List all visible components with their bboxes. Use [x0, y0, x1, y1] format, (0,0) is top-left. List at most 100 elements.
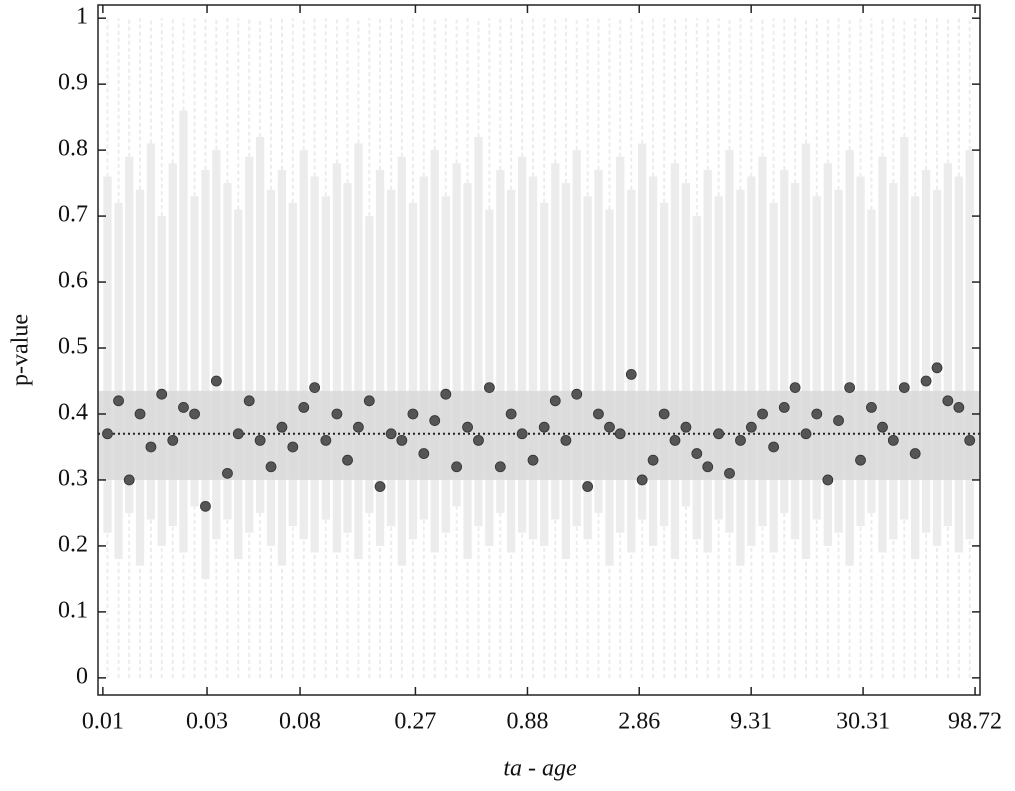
point [440, 388, 452, 400]
point [516, 428, 528, 440]
y-tick-label: 1 [76, 4, 88, 30]
x-tick-label: 9.31 [730, 709, 772, 735]
error-bar [517, 156, 527, 533]
error-bar [790, 183, 800, 540]
point [647, 454, 659, 466]
error-bar [168, 163, 177, 527]
point [538, 421, 550, 433]
error-bar [234, 209, 243, 560]
error-bar [114, 202, 123, 560]
y-tick-label: 0.6 [58, 268, 88, 294]
error-bar [714, 196, 723, 520]
point [418, 448, 430, 459]
y-tick-label: 0.9 [58, 70, 88, 96]
point [866, 401, 877, 413]
error-bar [572, 150, 581, 527]
point [156, 388, 168, 400]
error-bar [965, 150, 974, 540]
point [527, 454, 539, 466]
error-bar [638, 143, 647, 520]
point [658, 408, 670, 420]
error-bar [125, 156, 134, 513]
y-tick-label: 0.2 [58, 531, 88, 557]
error-bar [780, 169, 789, 513]
y-axis-label: p-value [8, 314, 34, 386]
point [898, 382, 910, 394]
error-bar [769, 202, 778, 553]
point [757, 408, 768, 420]
x-tick-label: 0.08 [279, 709, 321, 735]
point [189, 408, 200, 420]
y-tick-label: 0 [76, 663, 88, 689]
point [909, 448, 921, 459]
error-bar [375, 169, 385, 546]
error-bar [441, 196, 450, 533]
point [844, 382, 856, 394]
point [636, 474, 648, 486]
error-bar [430, 150, 439, 553]
error-bar [540, 202, 549, 546]
error-bar [201, 169, 210, 579]
error-bar [681, 183, 691, 507]
error-bar [801, 143, 811, 560]
error-bar [332, 163, 342, 553]
point [560, 434, 572, 446]
point [222, 467, 233, 479]
error-bar [845, 150, 854, 566]
error-bar [354, 143, 363, 560]
error-bar [943, 163, 952, 527]
y-tick-label: 0.1 [58, 597, 88, 623]
error-bar [703, 169, 712, 553]
point [298, 401, 310, 413]
error-bar [921, 169, 931, 533]
error-bar [310, 176, 319, 553]
error-bar [343, 183, 352, 533]
point [396, 434, 408, 446]
y-tick-label: 0.3 [58, 465, 88, 491]
error-bar [878, 156, 887, 553]
point [768, 441, 780, 453]
error-bar [452, 163, 461, 507]
error-bar [474, 136, 483, 527]
point [964, 434, 976, 446]
error-bar [670, 163, 680, 560]
error-bar [386, 189, 396, 527]
point [549, 395, 561, 407]
point [102, 428, 113, 440]
point [811, 408, 823, 420]
point [494, 461, 506, 473]
error-bar [190, 196, 199, 507]
error-bar [223, 183, 232, 520]
point [123, 474, 135, 486]
error-bar [648, 176, 658, 546]
point [385, 428, 397, 440]
point [582, 481, 594, 492]
error-bar [135, 189, 145, 566]
error-bar [277, 169, 287, 566]
error-bar [419, 176, 428, 520]
point [800, 428, 812, 440]
error-bar [725, 150, 734, 533]
error-bar [758, 156, 767, 527]
point [210, 375, 222, 387]
point [822, 474, 834, 486]
error-bar [834, 189, 843, 533]
error-bar [255, 136, 265, 513]
error-bar [561, 183, 571, 560]
point [483, 382, 495, 394]
y-tick-label: 0.5 [58, 334, 88, 360]
point [473, 434, 484, 446]
point [702, 461, 714, 473]
x-tick-label: 2.86 [618, 709, 660, 735]
point [920, 375, 932, 387]
y-tick-label: 0.4 [58, 399, 88, 425]
x-tick-label: 0.27 [394, 709, 436, 735]
point [113, 395, 124, 407]
error-bar [911, 196, 920, 560]
point [855, 454, 866, 466]
point [342, 454, 353, 466]
error-bar [179, 110, 188, 553]
point [778, 401, 790, 413]
point [571, 388, 583, 400]
